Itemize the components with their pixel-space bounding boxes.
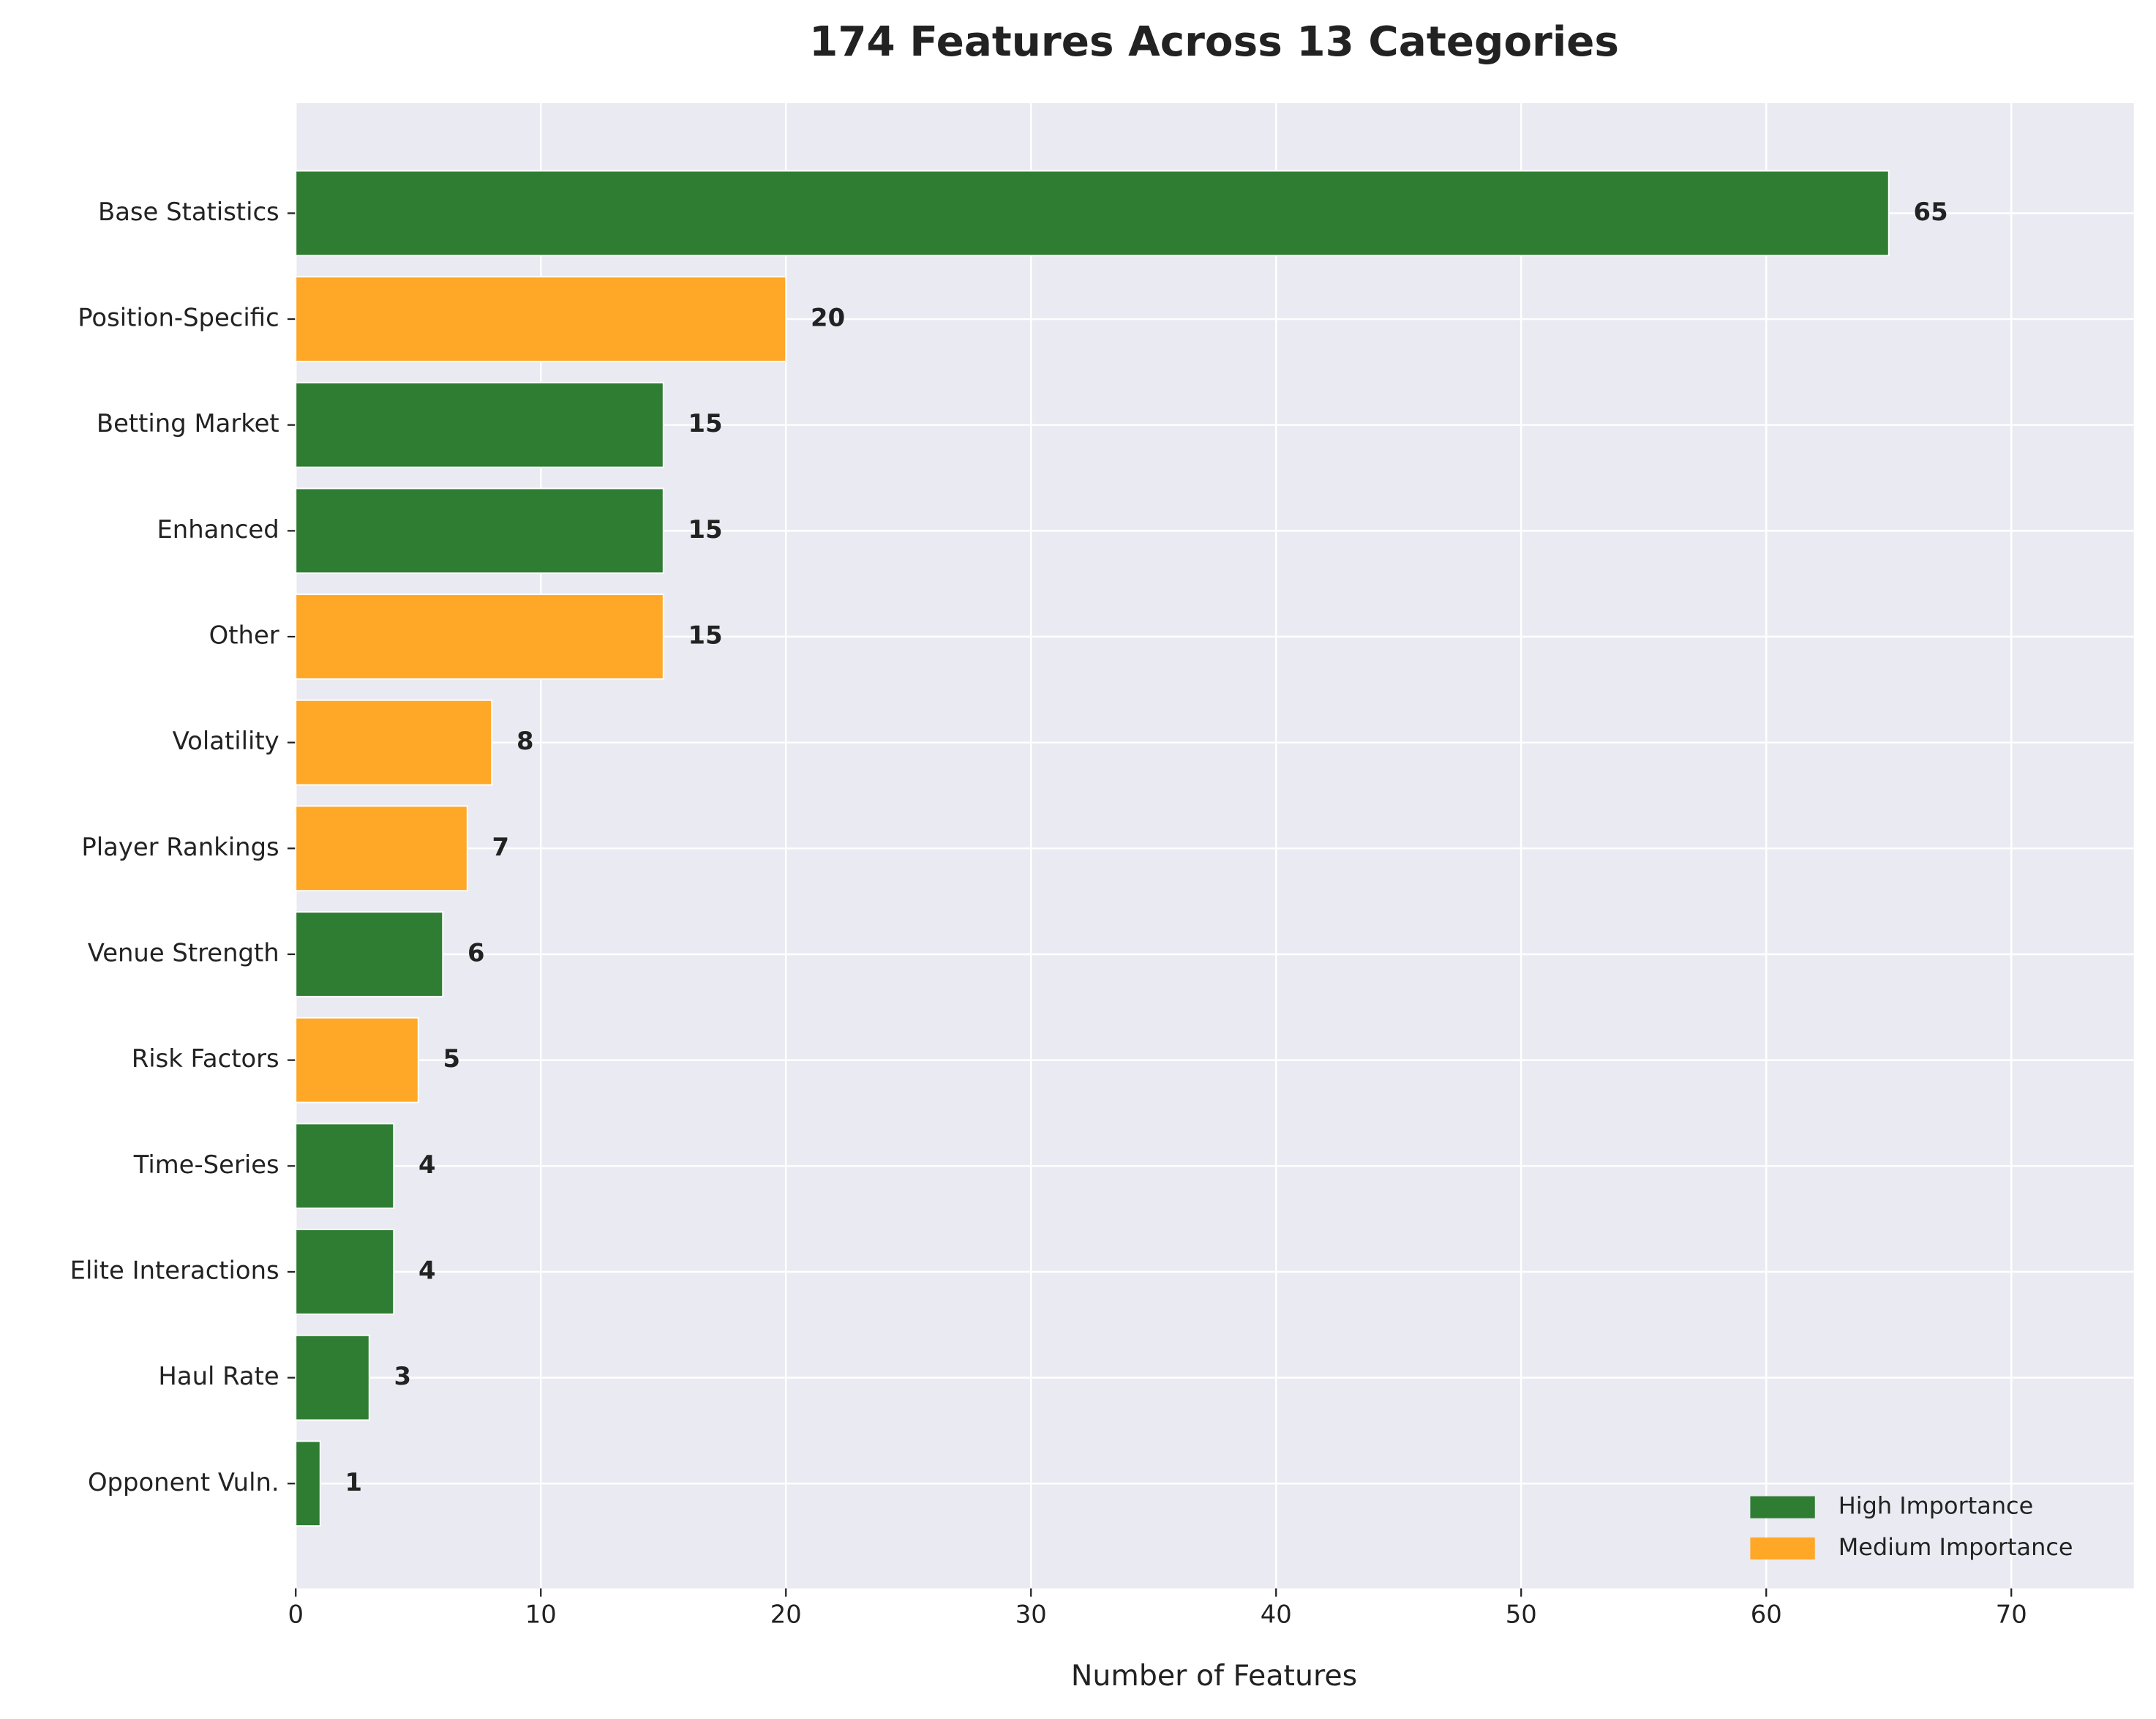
x-tick-label: 0 [288, 1600, 304, 1629]
bar [295, 1123, 395, 1210]
legend-label: High Importance [1838, 1492, 2034, 1520]
x-tick-label: 20 [770, 1600, 802, 1629]
y-tick-label: Volatility [173, 727, 279, 755]
y-tick-label: Base Statistics [98, 198, 279, 226]
value-label: 6 [467, 938, 485, 967]
legend-label: Medium Importance [1838, 1533, 2073, 1561]
bar [295, 276, 787, 362]
bar [295, 1440, 321, 1527]
value-label: 4 [418, 1150, 436, 1179]
x-tick-label: 50 [1506, 1600, 1537, 1629]
y-tick-label: Venue Strength [88, 938, 279, 967]
bar [295, 805, 468, 892]
value-label: 20 [811, 304, 845, 332]
y-tick-label: Time-Series [133, 1150, 279, 1179]
bar [295, 1016, 419, 1104]
value-label: 4 [418, 1256, 436, 1284]
y-tick-label: Enhanced [157, 515, 279, 544]
x-tick-label: 30 [1015, 1600, 1047, 1629]
y-tick-label: Opponent Vuln. [88, 1468, 279, 1497]
value-label: 1 [345, 1468, 363, 1497]
value-label: 65 [1914, 198, 1948, 226]
x-axis-label: Number of Features [1071, 1659, 1357, 1693]
y-tick-label: Risk Factors [132, 1044, 279, 1073]
bar [295, 381, 664, 468]
value-label: 5 [443, 1044, 461, 1073]
value-label: 15 [688, 515, 723, 544]
value-label: 15 [688, 409, 723, 438]
chart-title: 174 Features Across 13 Categories [809, 18, 1619, 66]
x-tick-label: 60 [1751, 1600, 1782, 1629]
bar [295, 911, 444, 997]
bar [295, 593, 664, 680]
bar [295, 1334, 370, 1421]
y-tick-label: Betting Market [97, 409, 279, 438]
bar [295, 699, 493, 786]
y-tick-label: Player Rankings [81, 833, 279, 861]
value-label: 7 [492, 833, 510, 861]
value-label: 15 [688, 621, 723, 650]
bar [295, 170, 1890, 257]
x-tick-label: 10 [525, 1600, 557, 1629]
y-tick-label: Elite Interactions [70, 1256, 279, 1284]
value-label: 3 [394, 1362, 412, 1390]
bar [295, 487, 664, 574]
legend-swatch [1750, 1537, 1815, 1560]
y-tick-label: Other [209, 621, 279, 650]
bar [295, 1229, 395, 1315]
y-tick-label: Position-Specific [78, 304, 279, 332]
value-label: 8 [517, 727, 534, 755]
x-tick-label: 70 [1996, 1600, 2027, 1629]
legend-swatch [1750, 1496, 1815, 1518]
x-tick-label: 40 [1261, 1600, 1292, 1629]
y-tick-label: Haul Rate [158, 1362, 279, 1390]
